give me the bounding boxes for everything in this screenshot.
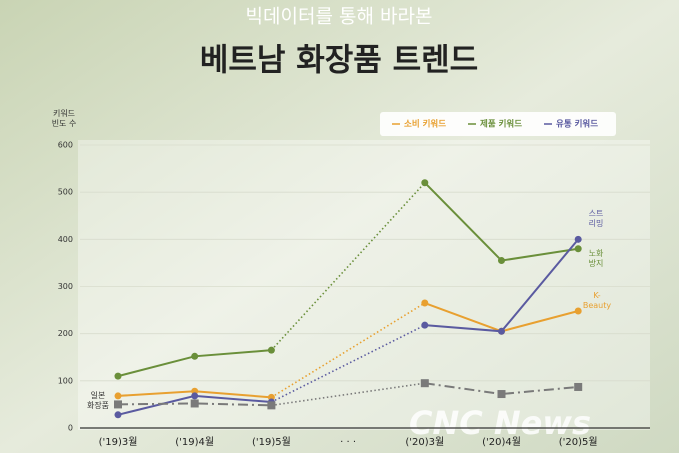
plot-area [78,140,650,430]
legend-box [380,112,616,136]
annotation: 노화 방지 [589,249,604,268]
point [191,392,199,400]
point [267,401,276,410]
point [190,399,199,408]
point [574,307,582,315]
gap-connector [271,324,426,403]
point [421,299,429,307]
watermark: CNC News [409,404,591,442]
point [574,245,582,253]
point [191,352,199,360]
y-tick-label: 600 [58,141,73,150]
y-axis-label: 키워드 빈도 수 [52,109,77,128]
legend-label: 제품 키워드 [480,119,522,130]
y-tick-label: 500 [58,188,73,197]
y-tick-label: 0 [68,424,73,433]
x-tick-label: · · · [340,437,356,448]
legend-label: 유통 키워드 [556,119,598,130]
x-tick-label: ('19)5월 [252,436,291,448]
series-line [424,382,579,396]
point [114,400,122,409]
y-tick-label: 200 [58,329,73,338]
legend-label: 소비 키워드 [404,119,446,130]
point [498,327,505,335]
point [114,392,122,400]
point [498,257,505,265]
x-tick-label: ('20)5월 [559,436,598,448]
annotation: 스트 리밍 [589,209,604,228]
x-tick-label: ('19)4월 [175,436,214,448]
point [420,379,429,388]
point [497,390,506,399]
y-tick-label: 300 [58,282,73,291]
x-tick-label: ('20)4월 [482,436,521,448]
y-tick-label: 400 [58,235,73,244]
point [574,235,582,243]
x-tick-label: ('20)3월 [405,436,444,448]
point [421,321,429,329]
point [267,346,275,354]
x-tick-label: ('19)3월 [99,436,138,448]
point [421,179,429,187]
subtitle: 빅데이터를 통해 바라본 [246,6,433,28]
point [114,372,122,380]
annotation: 일본 화장품 [87,391,109,410]
y-tick-label: 100 [58,376,73,385]
gap-connector [271,382,425,407]
annotation: K-Beauty [583,291,612,310]
point [114,411,122,419]
chart-title: 베트남 화장품 트렌드 [200,43,478,79]
series-line [117,402,272,407]
gap-connector [270,182,426,351]
point [574,382,583,391]
